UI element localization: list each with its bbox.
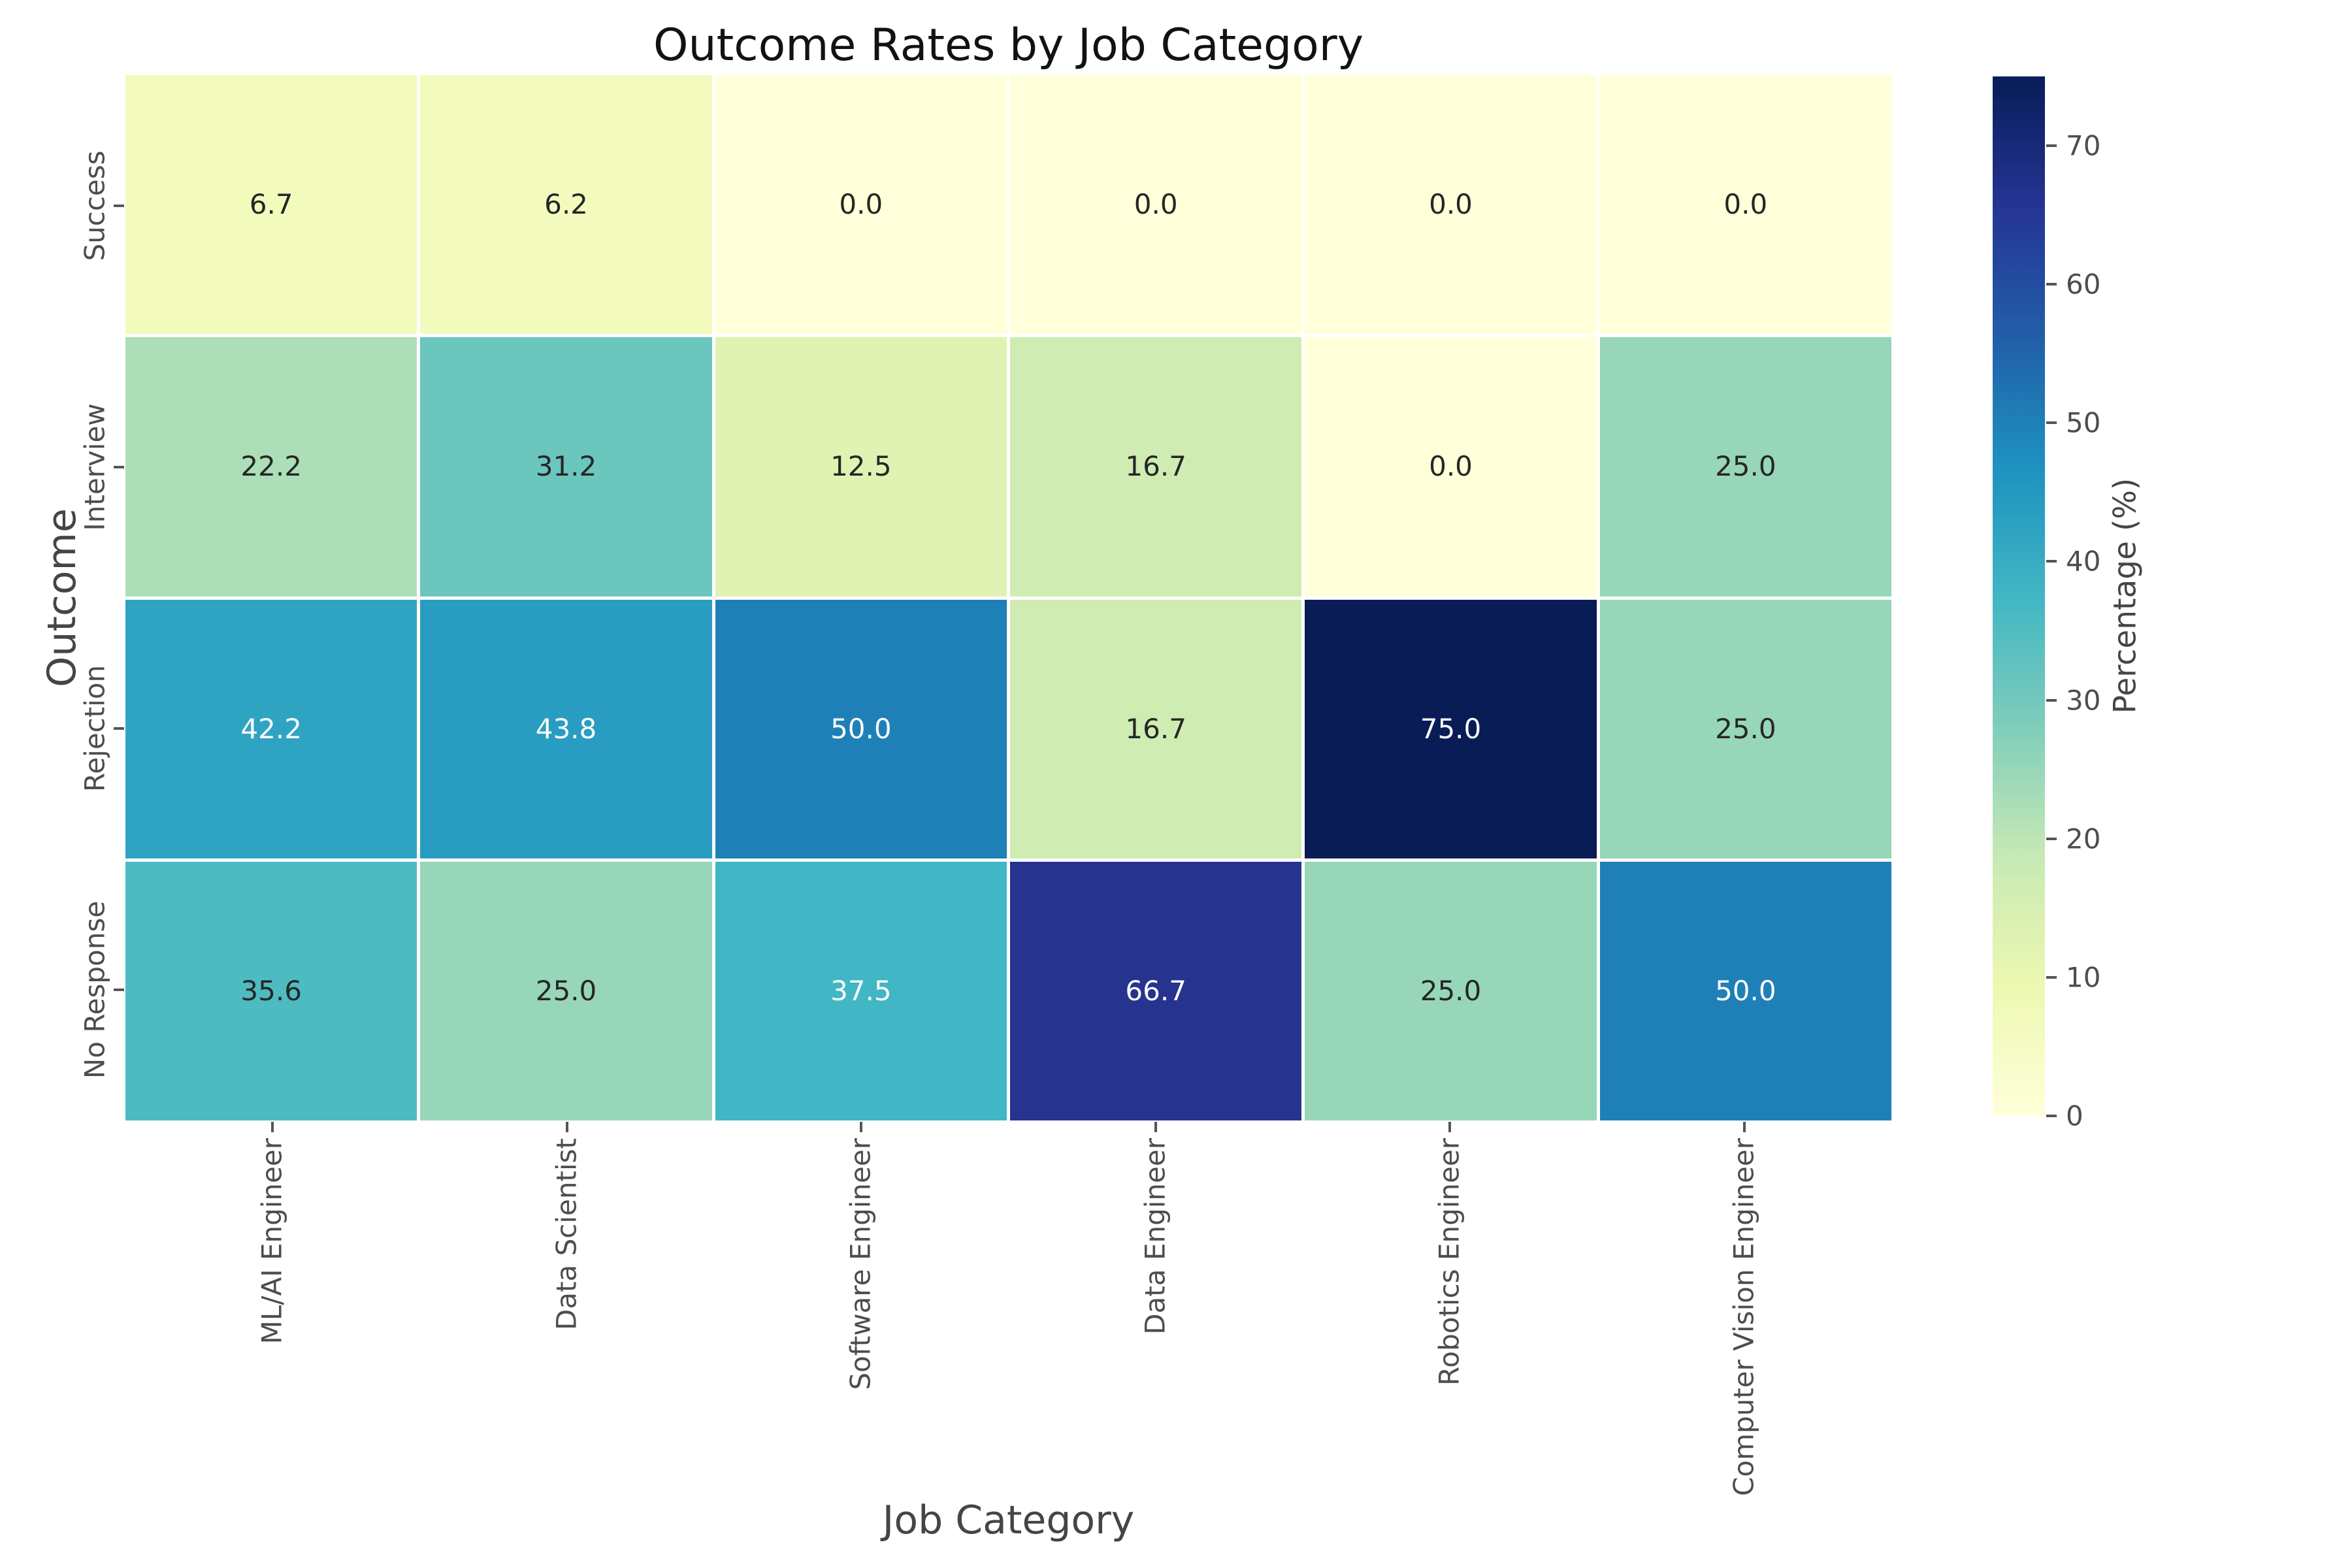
heatmap-cell: 0.0 [1599,75,1891,335]
heatmap-cell: 43.8 [420,599,712,858]
heatmap-cell: 16.7 [1010,337,1302,596]
cell-value: 25.0 [1420,974,1482,1007]
x-tick-mark [565,1122,568,1132]
heatmap-cell: 12.5 [715,337,1007,596]
cell-value: 0.0 [1723,188,1768,221]
x-tick-mark [860,1122,863,1132]
y-tick-label: No Response [78,900,111,1079]
colorbar-tick-label: 0 [2066,1100,2083,1132]
heatmap-cell: 25.0 [420,861,712,1120]
colorbar-tick-label: 60 [2066,268,2101,301]
cell-value: 16.7 [1125,712,1186,745]
y-tick-label: Rejection [78,664,111,792]
cell-value: 6.2 [544,188,588,221]
x-tick-mark [1448,1122,1452,1132]
cell-value: 37.5 [830,974,892,1007]
heatmap-cell: 22.2 [125,337,417,596]
x-tick-label: Computer Vision Engineer [1727,1138,1760,1496]
heatmap-cell: 50.0 [715,599,1007,858]
heatmap-cell: 6.7 [125,75,417,335]
heatmap-cell: 0.0 [1010,75,1302,335]
cell-value: 42.2 [240,712,302,745]
cell-value: 25.0 [1715,712,1776,745]
heatmap-cell: 25.0 [1599,337,1891,596]
y-tick-mark [114,727,124,730]
x-tick-mark [271,1122,274,1132]
heatmap-cell: 16.7 [1010,599,1302,858]
x-tick-label: ML/AI Engineer [255,1138,288,1345]
colorbar-title: Percentage (%) [2107,478,2144,714]
cell-value: 22.2 [240,450,302,483]
cell-value: 0.0 [1429,450,1473,483]
heatmap-cell: 25.0 [1599,599,1891,858]
heatmap-cell: 66.7 [1010,861,1302,1120]
y-tick-label: Interview [78,403,111,531]
cell-value: 25.0 [535,974,597,1007]
cell-value: 12.5 [830,450,892,483]
cell-value: 0.0 [1134,188,1178,221]
colorbar-tick-label: 50 [2066,406,2101,439]
heatmap-cell: 37.5 [715,861,1007,1120]
colorbar-tick-mark [2046,698,2057,702]
y-tick-label: Success [78,150,111,261]
cell-value: 75.0 [1420,712,1482,745]
colorbar [1993,76,2045,1116]
cell-value: 25.0 [1715,450,1776,483]
heatmap-cell: 75.0 [1305,599,1597,858]
x-tick-label: Robotics Engineer [1433,1138,1465,1386]
cell-value: 50.0 [1715,974,1776,1007]
heatmap-cell: 0.0 [1305,337,1597,596]
colorbar-tick-label: 30 [2066,684,2101,717]
heatmap-cell: 50.0 [1599,861,1891,1120]
x-tick-label: Data Scientist [550,1138,583,1330]
cell-value: 35.6 [240,974,302,1007]
heatmap-cell: 42.2 [125,599,417,858]
heatmap-cell: 6.2 [420,75,712,335]
heatmap-cell: 0.0 [715,75,1007,335]
colorbar-tick-mark [2046,560,2057,563]
cell-value: 50.0 [830,712,892,745]
x-axis-title: Job Category [882,1497,1135,1543]
colorbar-tick-label: 20 [2066,823,2101,855]
y-tick-mark [114,988,124,991]
colorbar-tick-mark [2046,144,2057,148]
cell-value: 0.0 [1429,188,1473,221]
colorbar-tick-label: 40 [2066,545,2101,578]
heatmap-grid: 6.7 6.2 0.0 0.0 0.0 0.0 22.2 31.2 12.5 16.7 0.0 25.… [125,75,1891,1120]
heatmap-cell: 0.0 [1305,75,1597,335]
colorbar-tick-mark [2046,975,2057,979]
heatmap-cell: 31.2 [420,337,712,596]
colorbar-tick-mark [2046,1115,2057,1117]
x-tick-mark [1742,1122,1746,1132]
colorbar-tick-mark [2046,283,2057,286]
colorbar-tick-mark [2046,837,2057,840]
cell-value: 31.2 [535,450,597,483]
cell-value: 0.0 [839,188,883,221]
heatmap-cell: 35.6 [125,861,417,1120]
heatmap-cell: 25.0 [1305,861,1597,1120]
x-tick-label: Data Engineer [1139,1138,1171,1335]
x-tick-label: Software Engineer [844,1138,877,1390]
colorbar-tick-mark [2046,421,2057,425]
cell-value: 66.7 [1125,974,1186,1007]
y-tick-mark [114,204,124,207]
x-tick-mark [1154,1122,1157,1132]
y-axis-title: Outcome [39,508,85,687]
cell-value: 43.8 [535,712,597,745]
colorbar-tick-label: 10 [2066,961,2101,994]
chart-title: Outcome Rates by Job Category [653,20,1364,71]
colorbar-tick-label: 70 [2066,129,2101,162]
cell-value: 16.7 [1125,450,1186,483]
y-tick-mark [114,466,124,468]
cell-value: 6.7 [249,188,293,221]
